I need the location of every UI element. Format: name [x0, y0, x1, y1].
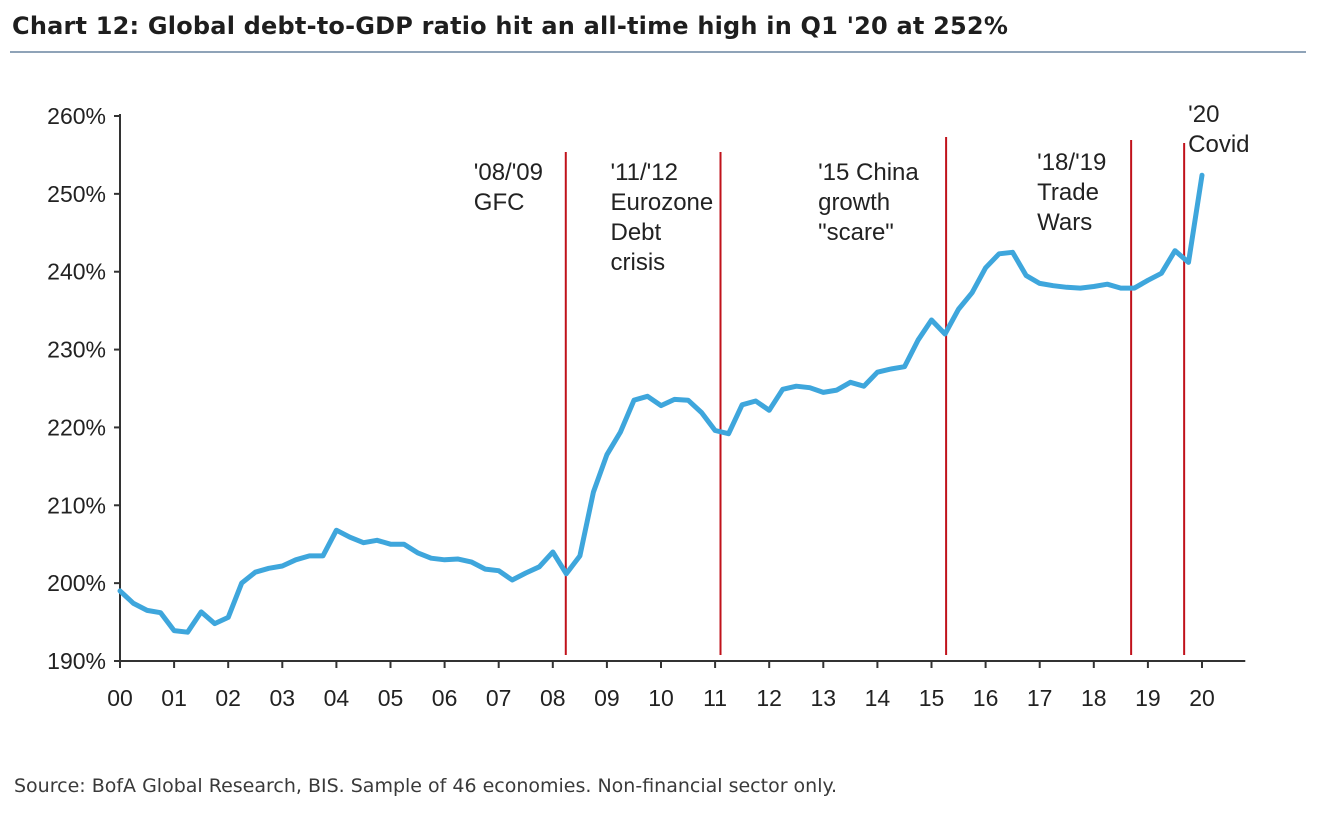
- x-tick-label: 16: [973, 685, 999, 711]
- annotation-text: '08/'09: [474, 159, 543, 186]
- x-tick-label: 03: [270, 685, 296, 711]
- y-tick-label: 250%: [47, 181, 106, 207]
- x-tick-label: 01: [161, 685, 187, 711]
- annotation-text: crisis: [611, 249, 666, 276]
- annotation-text: Trade: [1037, 179, 1099, 206]
- annotation-text: Debt: [611, 219, 662, 246]
- event-annotation: '20 Covid: [1188, 101, 1249, 158]
- x-tick-label: 11: [703, 685, 727, 711]
- x-tick-label: 04: [324, 685, 350, 711]
- x-tick-label: 13: [811, 685, 837, 711]
- x-tick-label: 19: [1135, 685, 1161, 711]
- x-tick-label: 10: [648, 685, 674, 711]
- x-tick-label: 07: [486, 685, 512, 711]
- annotation-text: Covid: [1188, 131, 1249, 158]
- annotation-text: '11/'12: [611, 159, 678, 186]
- y-tick-label: 200%: [47, 570, 106, 596]
- event-annotation: '11/'12 Eurozone Debt crisis: [611, 159, 714, 276]
- x-tick-label: 18: [1081, 685, 1107, 711]
- annotation-text: '15 China: [818, 159, 919, 186]
- title-divider: [10, 51, 1306, 53]
- y-tick-label: 240%: [47, 259, 106, 285]
- event-annotation: '18/'19 Trade Wars: [1037, 149, 1106, 236]
- x-tick-label: 02: [215, 685, 241, 711]
- x-tick-label: 00: [107, 685, 133, 711]
- x-tick-label: 05: [378, 685, 404, 711]
- annotation-text: Eurozone: [611, 189, 714, 216]
- x-tick-label: 08: [540, 685, 566, 711]
- annotation-text: Wars: [1037, 209, 1092, 236]
- x-tick-label: 15: [919, 685, 945, 711]
- x-tick-label: 09: [594, 685, 620, 711]
- event-annotation: '08/'09 GFC: [474, 159, 543, 216]
- event-annotation: '15 China growth "scare": [818, 159, 919, 246]
- annotation-text: "scare": [818, 219, 894, 246]
- y-tick-label: 230%: [47, 337, 106, 363]
- annotation-text: GFC: [474, 189, 525, 216]
- annotation-text: '20: [1188, 101, 1219, 128]
- y-tick-label: 210%: [47, 492, 106, 518]
- x-tick-label: 20: [1189, 685, 1215, 711]
- x-tick-label: 12: [756, 685, 782, 711]
- annotation-text: '18/'19: [1037, 149, 1106, 176]
- y-tick-label: 220%: [47, 414, 106, 440]
- annotation-text: growth: [818, 189, 890, 216]
- y-tick-label: 260%: [47, 103, 106, 129]
- x-tick-label: 14: [865, 685, 891, 711]
- x-tick-label: 06: [432, 685, 458, 711]
- chart-title: Chart 12: Global debt-to-GDP ratio hit a…: [12, 12, 1009, 40]
- x-tick-label: 17: [1027, 685, 1053, 711]
- y-tick-label: 190%: [47, 648, 106, 674]
- source-note: Source: BofA Global Research, BIS. Sampl…: [14, 775, 838, 797]
